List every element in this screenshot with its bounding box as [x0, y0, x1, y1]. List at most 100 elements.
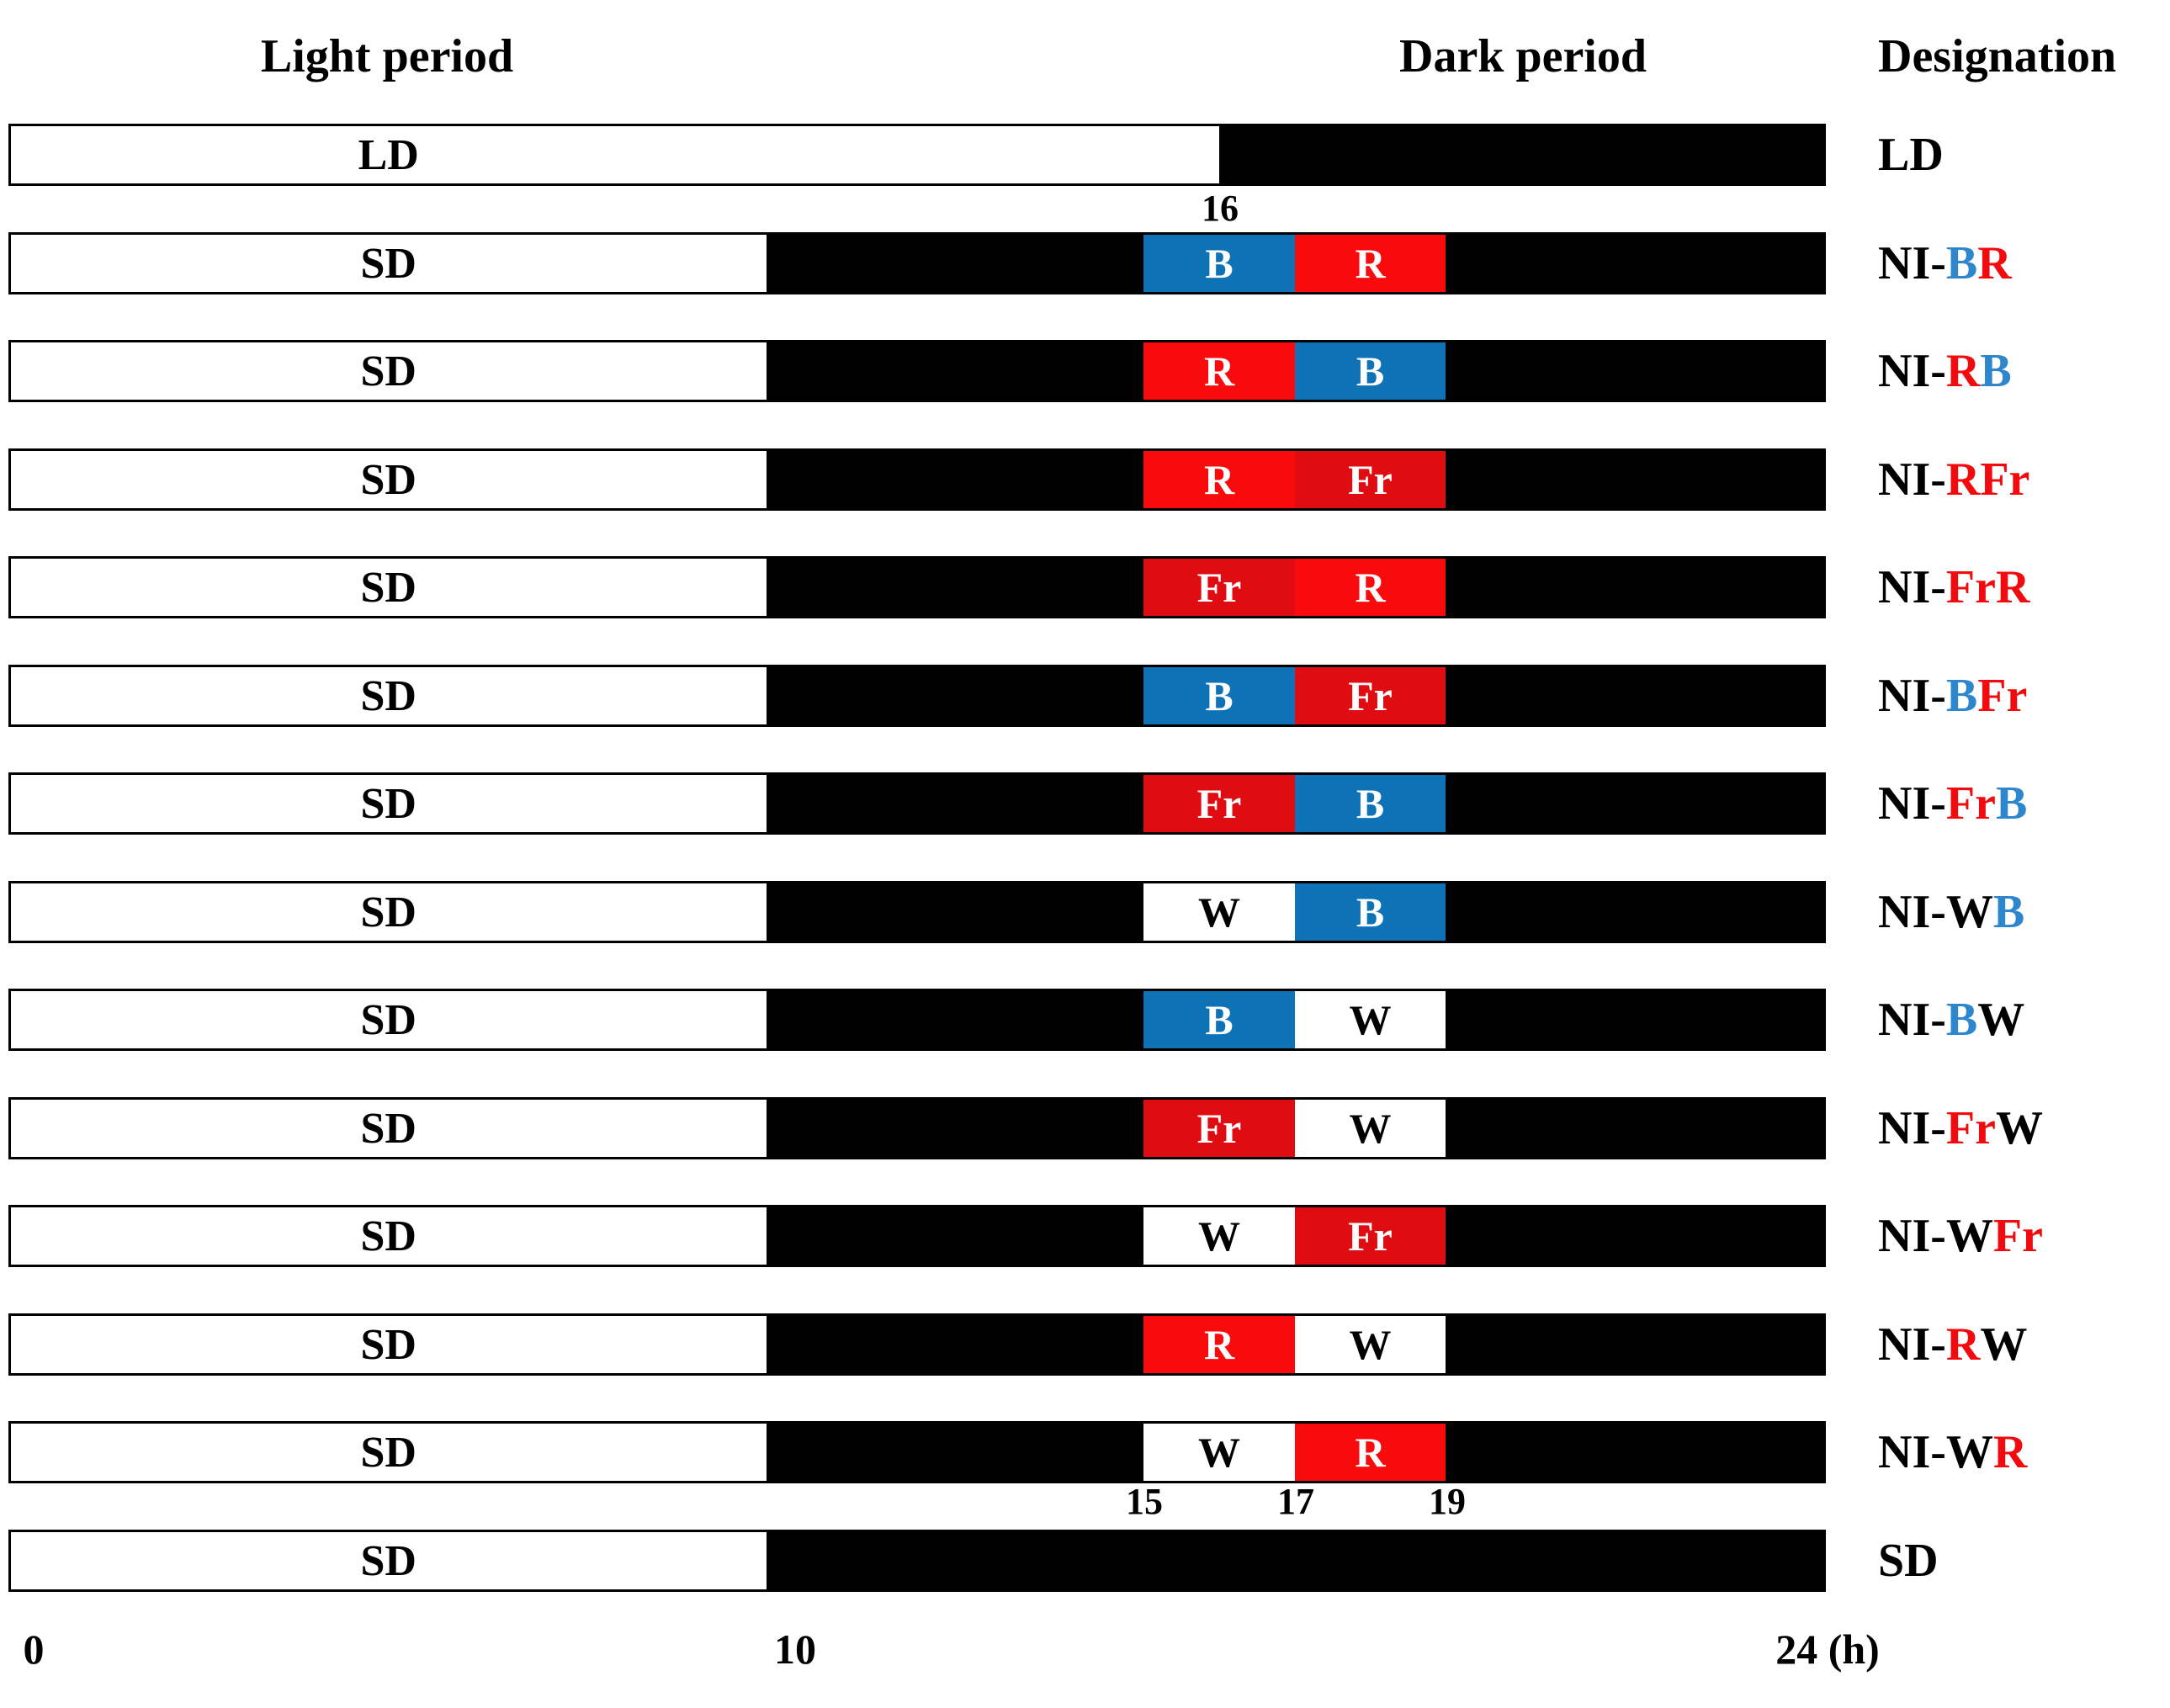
designation-label: NI- B R: [1878, 232, 2012, 294]
segment-label: R: [1203, 456, 1235, 503]
designation-part: Fr: [1945, 777, 1996, 830]
designation-part: Fr: [1945, 1102, 1996, 1154]
segment-label: R: [1355, 1429, 1386, 1476]
header-dark-period: Dark period: [1399, 30, 1647, 82]
segment-label: W: [1349, 996, 1392, 1043]
treatment-bar-ni-rw: R W SD: [8, 1313, 1826, 1376]
designation-part: SD: [1878, 1535, 1939, 1587]
segment-label: R: [1203, 347, 1235, 395]
segment-label: B: [1205, 996, 1234, 1043]
segment-label: Fr: [1348, 456, 1393, 503]
x-axis-label-24: 24 (h): [1775, 1626, 1880, 1673]
treatment-bar-ni-wr: W R SD: [8, 1421, 1826, 1483]
segment-label: Fr: [1348, 1212, 1393, 1260]
segment-label: Fr: [1196, 564, 1242, 611]
treatment-bar-ni-frr: Fr R SD: [8, 556, 1826, 618]
designation-part: R: [1945, 454, 1981, 506]
ni-segment-fr: Fr: [1143, 559, 1295, 616]
bar-label: LD: [358, 130, 419, 179]
ni-segment-r: R: [1294, 235, 1446, 292]
designation-part: NI-: [1878, 454, 1946, 506]
tick-label-15: 15: [1126, 1481, 1163, 1522]
tick-label-19: 19: [1429, 1481, 1466, 1522]
ni-segment-b: B: [1143, 667, 1295, 724]
designation-label: LD: [1878, 124, 1944, 186]
ni-segment-w: W: [1294, 1316, 1446, 1373]
segment-label: Fr: [1196, 1105, 1242, 1152]
designation-part: NI-: [1878, 345, 1946, 397]
designation-label: NI- R Fr: [1878, 448, 2029, 511]
ni-segment-w: W: [1294, 991, 1446, 1048]
ni-segment-w: W: [1143, 1424, 1295, 1481]
designation-part: R: [1992, 1426, 2028, 1478]
dark-period-section: [766, 1532, 1823, 1589]
ni-segment-w: W: [1294, 1100, 1446, 1157]
designation-part: B: [1995, 777, 2028, 830]
designation-part: R: [1945, 345, 1981, 397]
designation-part: B: [1980, 345, 2012, 397]
treatment-bar-ni-rfr: R Fr SD: [8, 448, 1826, 511]
designation-part: Fr: [1992, 1210, 2043, 1262]
header-light-period: Light period: [260, 30, 514, 82]
tick-label-16: 16: [1202, 188, 1239, 229]
treatment-bar-ni-frb: Fr B SD: [8, 772, 1826, 835]
bar-label: SD: [360, 779, 416, 828]
segment-label: W: [1198, 1429, 1240, 1476]
designation-label: NI- R B: [1878, 340, 2012, 402]
ni-segment-fr: Fr: [1294, 1207, 1446, 1265]
segment-label: B: [1356, 888, 1385, 936]
bar-label: SD: [360, 1428, 416, 1477]
ni-segment-fr: Fr: [1294, 667, 1446, 724]
segment-label: B: [1205, 240, 1234, 287]
designation-part: NI-: [1878, 670, 1946, 722]
designation-part: W: [1995, 1102, 2043, 1154]
dark-period-section: [1219, 126, 1823, 183]
segment-label: W: [1198, 1212, 1240, 1260]
designation-label: NI- Fr R: [1878, 556, 2029, 618]
treatment-bar-ni-rb: R B SD: [8, 340, 1826, 402]
designation-part: W: [1945, 1426, 1993, 1478]
x-axis-label-0: 0: [23, 1626, 45, 1673]
bar-label: SD: [360, 888, 416, 936]
designation-part: B: [1992, 886, 2025, 938]
designation-part: Fr: [1980, 454, 2030, 506]
designation-part: R: [1995, 561, 2030, 613]
segment-label: B: [1205, 672, 1234, 719]
segment-label: R: [1355, 564, 1386, 611]
treatment-bar-ni-frw: Fr W SD: [8, 1097, 1826, 1159]
ni-segment-fr: Fr: [1294, 451, 1446, 508]
designation-part: NI-: [1878, 561, 1946, 613]
designation-part: R: [1977, 237, 2012, 289]
designation-part: W: [1980, 1318, 2028, 1371]
bar-label: SD: [360, 671, 416, 720]
ni-segment-b: B: [1143, 991, 1295, 1048]
designation-label: NI- R W: [1878, 1313, 2027, 1376]
treatment-bar-ni-wfr: W Fr SD: [8, 1205, 1826, 1267]
designation-label: NI- Fr W: [1878, 1097, 2043, 1159]
bar-label: SD: [360, 1320, 416, 1369]
ni-segment-b: B: [1294, 883, 1446, 941]
ni-segment-r: R: [1143, 1316, 1295, 1373]
segment-label: R: [1355, 240, 1386, 287]
designation-part: W: [1977, 994, 2025, 1046]
bar-label: SD: [360, 995, 416, 1044]
designation-label: NI- W B: [1878, 881, 2024, 943]
designation-label: NI- W R: [1878, 1421, 2027, 1483]
designation-part: Fr: [1977, 670, 2028, 722]
designation-part: NI-: [1878, 1102, 1946, 1154]
segment-label: W: [1198, 888, 1240, 936]
designation-part: NI-: [1878, 994, 1946, 1046]
ni-segment-r: R: [1294, 559, 1446, 616]
designation-label: NI- B Fr: [1878, 665, 2027, 727]
designation-label: NI- B W: [1878, 989, 2024, 1051]
designation-part: NI-: [1878, 1426, 1946, 1478]
designation-part: Fr: [1945, 561, 1996, 613]
ni-segment-fr: Fr: [1143, 775, 1295, 832]
treatment-bar-ni-bw: B W SD: [8, 989, 1826, 1051]
treatment-bar-ni-wb: W B SD: [8, 881, 1826, 943]
segment-label: Fr: [1196, 780, 1242, 827]
treatment-bar-ni-br: B R SD: [8, 232, 1826, 294]
x-axis-label-10: 10: [774, 1626, 816, 1673]
segment-label: Fr: [1348, 672, 1393, 719]
